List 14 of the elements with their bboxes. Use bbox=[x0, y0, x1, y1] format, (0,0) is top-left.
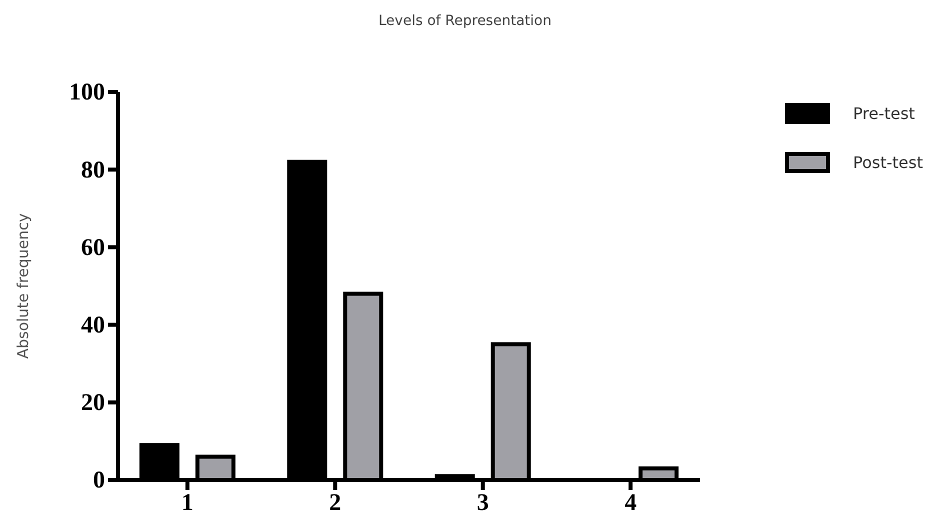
x-tick-label: 4 bbox=[624, 490, 637, 516]
x-tick-label: 3 bbox=[476, 490, 489, 516]
y-tick-label: 80 bbox=[81, 157, 105, 184]
chart-title: Levels of Representation bbox=[378, 13, 552, 29]
y-tick-label: 40 bbox=[81, 312, 105, 338]
y-tick-label: 100 bbox=[69, 80, 105, 106]
x-tick-label: 1 bbox=[181, 490, 194, 516]
y-tick-label: 60 bbox=[81, 234, 105, 261]
legend-label: Post-test bbox=[853, 153, 923, 172]
y-tick-label: 0 bbox=[93, 468, 105, 494]
x-tick-label: 2 bbox=[329, 490, 342, 516]
legend-label: Pre-test bbox=[853, 104, 915, 123]
y-axis-title: Absolute frequency bbox=[14, 213, 32, 359]
y-tick-label: 20 bbox=[81, 390, 105, 416]
